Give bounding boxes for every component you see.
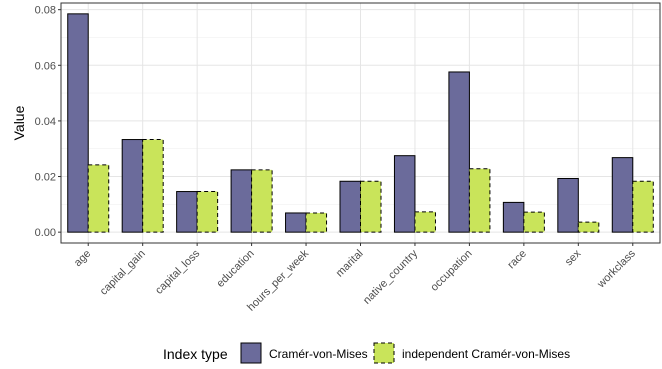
bar-independent-cramer-von-mises-hours-per-week (305, 212, 328, 233)
bar-cramer-von-mises-capital-loss (176, 191, 198, 233)
bar-cramer-von-mises-marital (339, 180, 361, 233)
bar-independent-cramer-von-mises-race (523, 211, 545, 233)
y-axis-title: Value (11, 105, 27, 140)
bar-cramer-von-mises-sex (557, 177, 579, 233)
bar-independent-cramer-von-mises-native-country (414, 211, 436, 233)
y-tick-label: 0.00 (35, 227, 56, 239)
x-tick-label-workclass: workclass (595, 247, 639, 291)
legend-label-independent-cramer-von-mises: independent Cramér-von-Mises (402, 347, 570, 361)
x-tick-label-native-country: native_country (361, 247, 420, 306)
bar-independent-cramer-von-mises-education (251, 169, 273, 233)
x-tick-label-age: age (72, 248, 93, 269)
bar-cramer-von-mises-native-country (393, 155, 416, 233)
bar-independent-cramer-von-mises-marital (360, 180, 382, 233)
y-tick-label: 0.04 (35, 116, 56, 128)
x-tick-label-sex: sex (563, 247, 584, 268)
x-tick-label-capital-gain: capital_gain (98, 248, 148, 298)
bar-independent-cramer-von-mises-sex (577, 221, 600, 233)
legend-key-independent-cramer-von-mises (373, 342, 395, 364)
y-axis: 0.00 0.02 0.04 0.06 0.08 (35, 5, 61, 239)
x-tick-label-capital-loss: capital_loss (153, 247, 202, 296)
y-tick-label: 0.08 (35, 5, 56, 17)
bar-independent-cramer-von-mises-capital-loss (196, 191, 219, 233)
bar-cramer-von-mises-age (67, 13, 89, 233)
bars (67, 13, 654, 233)
legend-key-cramer-von-mises (240, 342, 262, 364)
bar-cramer-von-mises-occupation (448, 71, 470, 233)
bar-independent-cramer-von-mises-occupation (468, 168, 491, 233)
x-tick-label-education: education (214, 248, 256, 290)
bar-independent-cramer-von-mises-age (87, 164, 110, 233)
bar-cramer-von-mises-race (502, 201, 525, 233)
y-tick-label: 0.06 (35, 60, 56, 72)
x-tick-label-marital: marital (334, 248, 366, 280)
bar-independent-cramer-von-mises-capital-gain (142, 139, 164, 233)
x-tick-label-race: race (505, 248, 529, 272)
legend: Index type Cramér-von-Mises independent Cr… (163, 342, 570, 364)
bar-cramer-von-mises-education (230, 169, 253, 233)
legend-title: Index type (163, 346, 228, 362)
bar-cramer-von-mises-capital-gain (121, 139, 144, 233)
y-tick-label: 0.02 (35, 172, 56, 184)
x-axis: age capital_gain capital_loss educationhour… (72, 243, 638, 314)
bar-cramer-von-mises-hours-per-week (285, 212, 307, 233)
x-tick-label-occupation: occupation (428, 248, 474, 294)
bar-independent-cramer-von-mises-workclass (632, 180, 654, 233)
legend-label-cramer-von-mises: Cramér-von-Mises (269, 347, 368, 361)
bar-cramer-von-mises-workclass (611, 157, 634, 233)
